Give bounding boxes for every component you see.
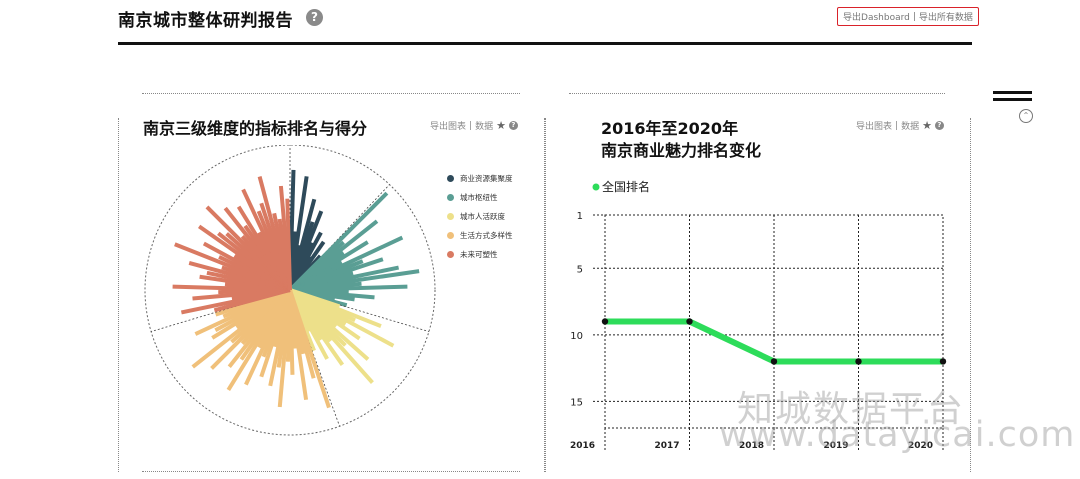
rank-point[interactable] bbox=[855, 358, 861, 364]
watermark-url: www.datayicai.com bbox=[719, 415, 1075, 455]
data-link[interactable]: 数据 bbox=[475, 119, 493, 132]
right-card-left-border bbox=[545, 118, 546, 472]
legend-label: 未来可塑性 bbox=[460, 249, 498, 260]
help-icon[interactable]: ? bbox=[306, 9, 323, 26]
left-card-top-border bbox=[142, 93, 520, 94]
legend-dot bbox=[447, 232, 454, 239]
legend-dot bbox=[447, 251, 454, 258]
rank-point[interactable] bbox=[940, 358, 946, 364]
legend-label: 城市枢纽性 bbox=[460, 192, 498, 203]
rank-point[interactable] bbox=[602, 318, 608, 324]
title-divider bbox=[118, 42, 972, 45]
left-card-bottom-border bbox=[142, 471, 520, 472]
y-tick-label: 15 bbox=[570, 397, 583, 408]
export-dashboard-link[interactable]: 导出Dashboard bbox=[843, 10, 910, 23]
legend-label: 商业资源集聚度 bbox=[460, 173, 513, 184]
export-links: 导出Dashboard | 导出所有数据 bbox=[837, 7, 979, 26]
y-tick-label: 5 bbox=[577, 264, 583, 275]
legend-item[interactable]: 商业资源集聚度 bbox=[447, 173, 513, 184]
star-icon[interactable]: ★ bbox=[922, 119, 932, 132]
export-all-data-link[interactable]: 导出所有数据 bbox=[919, 10, 973, 23]
legend-label: 城市人活跃度 bbox=[460, 211, 505, 222]
scroll-up-icon[interactable]: ⌃ bbox=[1019, 109, 1033, 123]
tools-separator: | bbox=[469, 121, 472, 131]
rank-point[interactable] bbox=[686, 318, 692, 324]
tools-separator: | bbox=[895, 121, 898, 131]
legend-item[interactable]: 城市枢纽性 bbox=[447, 192, 498, 203]
left-card-tools: 导出图表 | 数据 ★ ? bbox=[430, 119, 518, 132]
legend-item[interactable]: 生活方式多样性 bbox=[447, 230, 513, 241]
menu-icon[interactable] bbox=[993, 91, 1032, 105]
radial-bar bbox=[287, 199, 290, 290]
star-icon[interactable]: ★ bbox=[496, 119, 506, 132]
y-tick-label: 10 bbox=[570, 331, 583, 342]
data-link[interactable]: 数据 bbox=[901, 119, 919, 132]
card-help-icon[interactable]: ? bbox=[935, 121, 944, 130]
right-card-title-line2: 南京商业魅力排名变化 bbox=[601, 140, 761, 162]
radial-bar-chart bbox=[130, 145, 440, 455]
page-title: 南京城市整体研判报告 bbox=[118, 6, 293, 31]
right-card-tools: 导出图表 | 数据 ★ ? bbox=[856, 119, 944, 132]
y-tick-label: 1 bbox=[577, 211, 583, 222]
legend-label: 生活方式多样性 bbox=[460, 230, 513, 241]
legend-dot bbox=[447, 175, 454, 182]
right-card-top-border bbox=[569, 93, 945, 94]
left-card-title: 南京三级维度的指标排名与得分 bbox=[143, 118, 367, 140]
legend-item[interactable]: 未来可塑性 bbox=[447, 249, 498, 260]
left-card-left-border bbox=[118, 118, 119, 472]
export-chart-link[interactable]: 导出图表 bbox=[856, 119, 892, 132]
rank-point[interactable] bbox=[771, 358, 777, 364]
line-legend-label: 全国排名 bbox=[602, 179, 650, 194]
right-card-title-line1: 2016年至2020年 bbox=[601, 118, 738, 140]
legend-dot bbox=[447, 194, 454, 201]
x-tick-label: 2016 bbox=[570, 441, 595, 451]
legend-dot bbox=[447, 213, 454, 220]
export-separator: | bbox=[913, 12, 916, 22]
x-tick-label: 2017 bbox=[654, 441, 679, 451]
line-legend-dot bbox=[593, 184, 600, 191]
export-chart-link[interactable]: 导出图表 bbox=[430, 119, 466, 132]
card-help-icon[interactable]: ? bbox=[509, 121, 518, 130]
legend-item[interactable]: 城市人活跃度 bbox=[447, 211, 505, 222]
